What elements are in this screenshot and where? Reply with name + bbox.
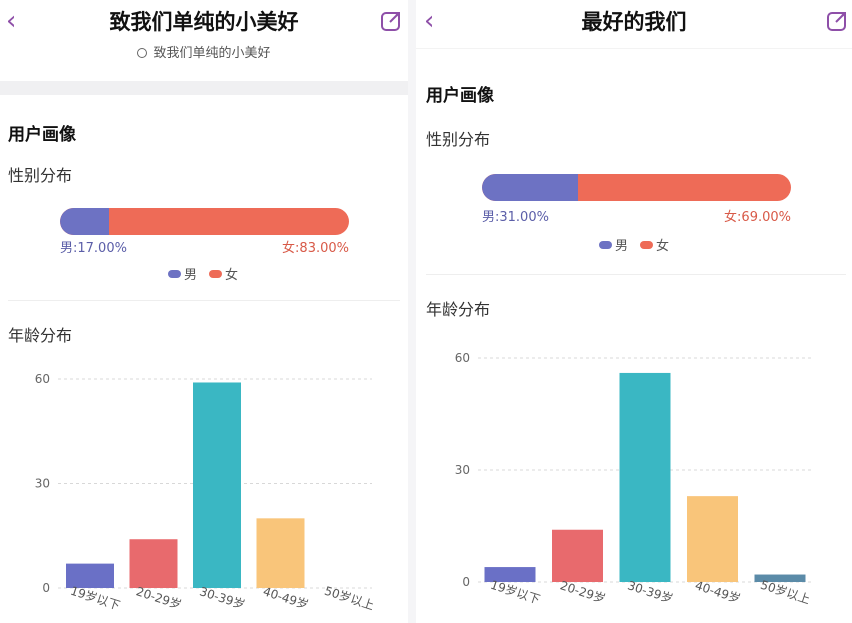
- bar-50岁以上[interactable]: [754, 574, 806, 582]
- gender-legend: 男女: [168, 264, 250, 283]
- y-tick-label: 30: [35, 477, 50, 491]
- share-icon[interactable]: [826, 10, 848, 32]
- bar-19岁以下[interactable]: [484, 567, 536, 582]
- right-panel: ‹ 最好的我们 用户画像 性别分布 男:31.00% 女:69.00% 男女 年…: [416, 0, 852, 623]
- page-title: 最好的我们: [581, 10, 687, 34]
- gender-bar-male: [60, 208, 110, 235]
- gender-bar: [60, 208, 349, 235]
- bar-19岁以下[interactable]: [66, 563, 114, 588]
- page-title: 致我们单纯的小美好: [109, 10, 299, 34]
- left-panel: ‹ 致我们单纯的小美好 致我们单纯的小美好 用户画像 性别分布 男:17.00%…: [0, 0, 408, 623]
- y-tick-label: 0: [462, 575, 470, 589]
- subtitle: 致我们单纯的小美好: [0, 42, 408, 61]
- bar-40-49岁[interactable]: [687, 496, 738, 582]
- y-tick-label: 0: [42, 581, 50, 595]
- bar-20-29岁[interactable]: [552, 529, 603, 582]
- panel-divider: [408, 0, 416, 623]
- legend-item-male[interactable]: 男: [599, 239, 628, 254]
- gender-legend: 男女: [599, 235, 681, 254]
- section-title: 用户画像: [8, 125, 76, 145]
- gender-bar: [482, 174, 791, 201]
- male-percent: 男:17.00%: [60, 241, 127, 256]
- section-title: 用户画像: [426, 86, 494, 106]
- y-tick-label: 60: [455, 351, 470, 365]
- y-tick-label: 30: [455, 463, 470, 477]
- share-icon[interactable]: [380, 10, 402, 32]
- chevron-left-icon[interactable]: ‹: [6, 6, 17, 36]
- legend-item-female[interactable]: 女: [640, 239, 669, 254]
- nav-bar: ‹ 致我们单纯的小美好: [0, 0, 408, 44]
- legend-item-male[interactable]: 男: [168, 268, 197, 283]
- y-tick-label: 60: [35, 372, 50, 386]
- age-label: 年龄分布: [426, 300, 491, 319]
- x-tick-label: 50岁以上: [323, 583, 376, 613]
- age-label: 年龄分布: [8, 326, 73, 345]
- divider: [8, 300, 400, 301]
- female-percent: 女:69.00%: [724, 210, 791, 225]
- bar-30-39岁[interactable]: [619, 372, 671, 582]
- gender-label: 性别分布: [426, 130, 491, 149]
- chevron-left-icon[interactable]: ‹: [424, 6, 435, 36]
- nav-divider: [416, 48, 852, 49]
- gender-bar-male: [482, 174, 578, 201]
- bar-20-29岁[interactable]: [129, 539, 178, 588]
- female-percent: 女:83.00%: [282, 241, 349, 256]
- subtitle-text: 致我们单纯的小美好: [153, 46, 271, 61]
- male-percent: 男:31.00%: [482, 210, 549, 225]
- nav-bar: ‹ 最好的我们: [416, 0, 852, 44]
- divider: [426, 274, 846, 275]
- bar-40-49岁[interactable]: [256, 518, 305, 588]
- gender-label: 性别分布: [8, 166, 73, 185]
- bulb-icon: [137, 48, 148, 58]
- legend-item-female[interactable]: 女: [209, 268, 238, 283]
- section-separator: [0, 81, 408, 95]
- bar-30-39岁[interactable]: [193, 382, 241, 588]
